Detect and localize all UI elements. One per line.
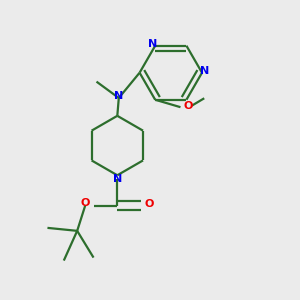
Text: O: O [80,198,90,208]
Text: N: N [200,66,210,76]
Text: O: O [183,101,193,111]
Text: N: N [114,91,123,100]
Text: N: N [113,174,122,184]
Text: O: O [145,199,154,209]
Text: N: N [148,39,157,49]
